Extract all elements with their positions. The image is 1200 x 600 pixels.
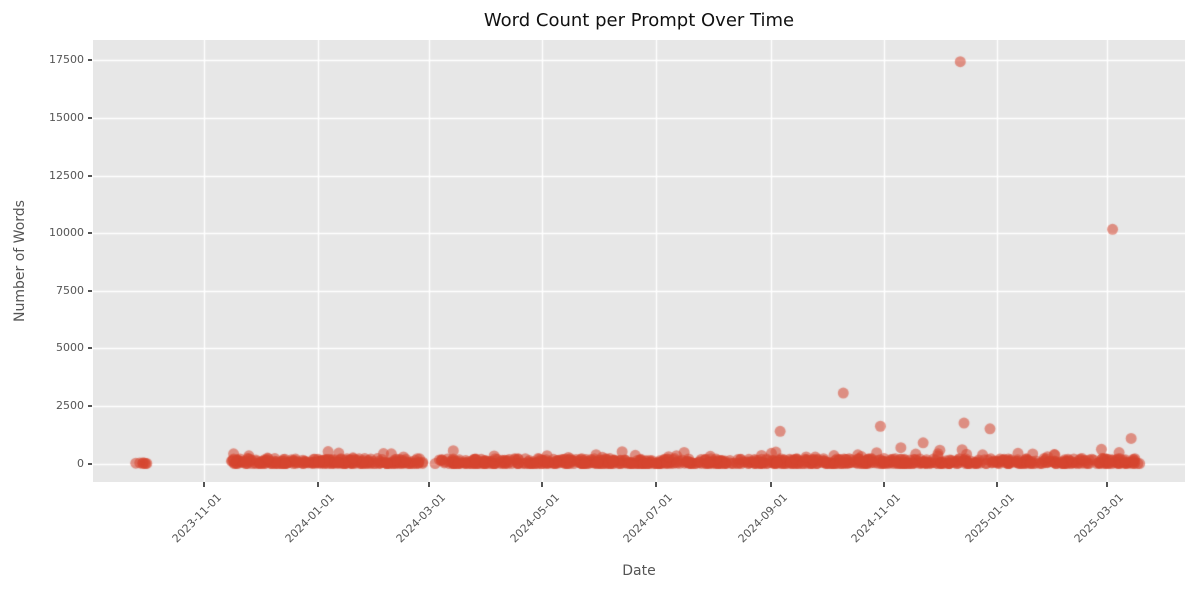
x-tick-mark <box>541 482 544 487</box>
x-tick-mark <box>1106 482 1108 487</box>
x-tick-label: 2025-03-01 <box>1071 491 1127 546</box>
x-tick-mark <box>769 482 772 487</box>
y-tick-mark <box>88 174 92 177</box>
y-tick-mark <box>88 462 92 465</box>
x-tick-mark <box>428 482 431 487</box>
y-tick-mark <box>88 59 92 62</box>
x-tick-label: 2024-11-01 <box>848 491 904 546</box>
x-tick-mark <box>883 482 886 487</box>
y-tick-mark <box>88 117 92 120</box>
y-tick-label: 10000 <box>49 226 84 240</box>
x-axis-label: Date <box>622 563 656 579</box>
y-tick-label: 0 <box>77 456 84 470</box>
y-tick-label: 5000 <box>56 341 84 355</box>
x-tick-mark <box>996 482 999 487</box>
x-tick-label: 2024-01-01 <box>282 491 337 546</box>
y-tick-label: 7500 <box>56 283 84 297</box>
x-tick-label: 2024-05-01 <box>507 491 562 546</box>
y-tick-label: 15000 <box>49 111 84 125</box>
x-tick-label: 2024-07-01 <box>620 491 675 546</box>
y-tick-mark <box>88 347 92 350</box>
y-tick-label: 2500 <box>56 398 84 412</box>
x-tick-mark <box>654 482 657 487</box>
y-tick-label: 17500 <box>49 53 84 67</box>
y-tick-mark <box>88 232 92 235</box>
x-tick-label: 2023-11-01 <box>169 491 224 546</box>
x-tick-mark <box>203 482 206 487</box>
x-tick-label: 2025-01-01 <box>962 491 1017 546</box>
y-axis-label: Number of Words <box>12 200 28 322</box>
chart-title: Word Count per Prompt Over Time <box>483 10 795 31</box>
x-tick-mark <box>316 482 319 487</box>
scatter-canvas <box>93 40 1185 482</box>
y-tick-mark <box>88 404 92 407</box>
plot-area <box>93 40 1185 482</box>
y-tick-label: 12500 <box>49 168 84 182</box>
x-tick-label: 2024-09-01 <box>735 491 791 546</box>
x-tick-label: 2024-03-01 <box>393 491 449 546</box>
y-tick-mark <box>88 289 92 292</box>
